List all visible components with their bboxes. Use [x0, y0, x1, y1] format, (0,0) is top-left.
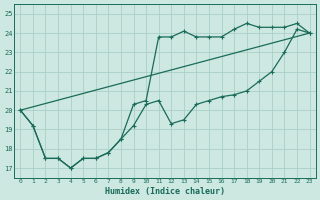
X-axis label: Humidex (Indice chaleur): Humidex (Indice chaleur) [105, 187, 225, 196]
